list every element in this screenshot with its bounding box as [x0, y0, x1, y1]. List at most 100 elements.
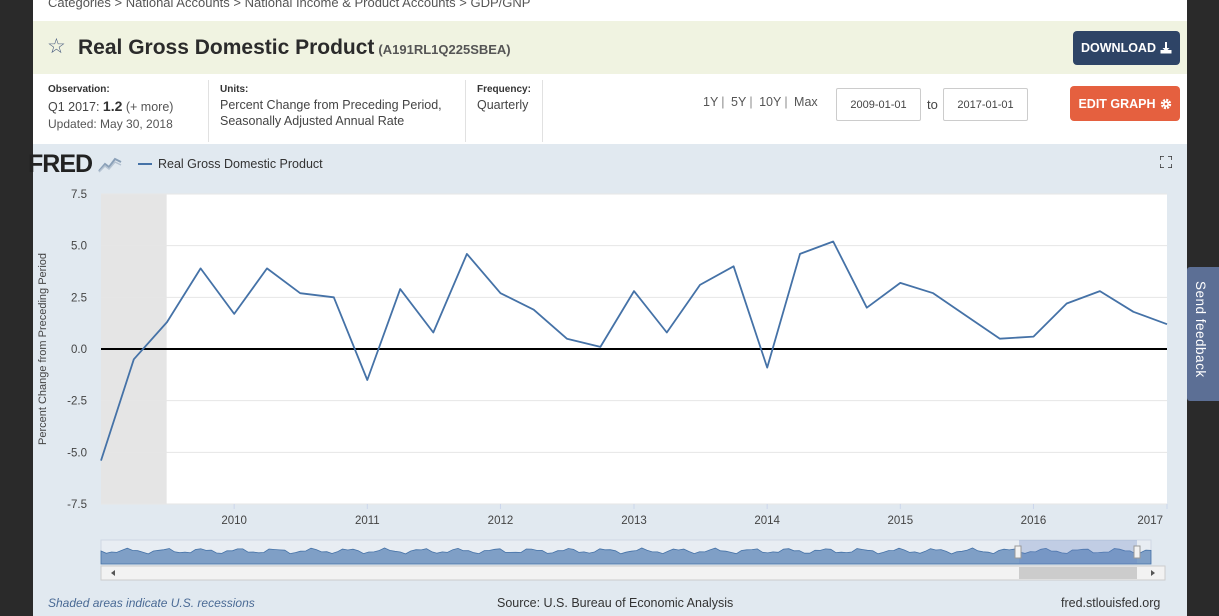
to-label: to [927, 97, 938, 112]
y-tick-label: 5.0 [71, 241, 87, 253]
gdp-line-chart: 7.5 5.0 2.5 0.0 -2.5 -5.0 -7.5 2010 2011 2012 2013… [37, 189, 1170, 581]
series-id: (A191RL1Q225SBEA) [378, 42, 511, 57]
data-point [1031, 334, 1036, 339]
edit-graph-button[interactable]: EDIT GRAPH [1070, 86, 1180, 121]
breadcrumb-item-categories[interactable]: Categories [48, 0, 111, 10]
data-point [1064, 301, 1069, 306]
legend-swatch [138, 163, 152, 165]
data-point [632, 289, 637, 294]
data-point [498, 291, 503, 296]
breadcrumb: Categories > National Accounts > Nationa… [48, 0, 530, 10]
more-observations-link[interactable]: (+ more) [125, 100, 174, 114]
navigator-handle-right [1133, 545, 1141, 559]
data-point [1131, 309, 1136, 314]
x-tick-label: 2013 [621, 515, 647, 527]
range-links: 1Y | 5Y | 10Y | Max [703, 95, 818, 109]
data-point [797, 251, 802, 256]
divider [465, 80, 466, 142]
y-tick-label: -5.0 [67, 447, 87, 459]
y-axis-label: Percent Change from Preceding Period [37, 253, 49, 445]
data-point [464, 251, 469, 256]
data-point [698, 282, 703, 287]
units-block: Units: Percent Change from Preceding Per… [220, 84, 442, 128]
data-point [964, 313, 969, 318]
frequency-block: Frequency: Quarterly [477, 84, 531, 112]
range-10y-link[interactable]: 10Y [759, 95, 782, 109]
y-tick-label: -2.5 [67, 396, 87, 408]
range-max-link[interactable]: Max [794, 95, 818, 109]
legend-label: Real Gross Domestic Product [158, 157, 323, 171]
page: Categories > National Accounts > Nationa… [28, 0, 1187, 616]
x-tick-label: 2014 [754, 515, 780, 527]
recession-note: Shaded areas indicate U.S. recessions [48, 596, 255, 610]
x-tick-label: 2016 [1021, 515, 1047, 527]
download-button[interactable]: DOWNLOAD [1073, 31, 1180, 65]
breadcrumb-item-national-accounts[interactable]: National Accounts [125, 0, 230, 10]
data-point [765, 365, 770, 370]
data-point [931, 291, 936, 296]
data-point [564, 336, 569, 341]
data-point [131, 357, 136, 362]
data-point [531, 307, 536, 312]
data-point [1165, 322, 1170, 327]
data-point [398, 287, 403, 292]
fred-url[interactable]: fred.stlouisfed.org [1061, 596, 1161, 610]
data-point [731, 264, 736, 269]
data-point [198, 266, 203, 271]
chart-area: FRED Real Gross Domestic Product 7.5 5.0 2… [28, 144, 1187, 616]
y-tick-label: 7.5 [71, 189, 87, 201]
source-text: Source: U.S. Bureau of Economic Analysis [497, 596, 734, 610]
series-line-real-gdp [100, 240, 1168, 461]
scrollbar-right-arrow [1151, 570, 1155, 576]
title-bar: ☆ Real Gross Domestic Product (A191RL1Q22… [33, 21, 1187, 74]
data-point [331, 295, 336, 300]
data-point [997, 336, 1002, 341]
data-point [264, 266, 269, 271]
end-date-input[interactable]: 2017-01-01 [943, 88, 1028, 121]
chart-legend[interactable]: Real Gross Domestic Product [138, 157, 323, 171]
data-point [365, 378, 370, 383]
x-tick-label: 2011 [355, 515, 380, 527]
scrollbar-left-arrow [111, 570, 115, 576]
x-tick-label: 2010 [221, 515, 247, 527]
y-tick-label: -7.5 [67, 499, 87, 511]
x-tick-label: 2017 [1137, 515, 1163, 527]
range-1y-link[interactable]: 1Y [703, 95, 719, 109]
range-5y-link[interactable]: 5Y [731, 95, 747, 109]
gear-icon [1160, 98, 1171, 109]
scrollbar-thumb [1019, 567, 1137, 579]
data-point [232, 311, 237, 316]
observation-value: 1.2 [102, 98, 123, 114]
divider [208, 80, 209, 142]
navigator-area [100, 547, 1152, 565]
data-point [1097, 289, 1102, 294]
navigator-selection [1019, 540, 1137, 564]
star-icon[interactable]: ☆ [47, 35, 66, 58]
breadcrumb-item-gdp-gnp[interactable]: GDP/GNP [470, 0, 531, 10]
x-tick-label: 2012 [488, 515, 514, 527]
navigator-handle-left [1014, 545, 1022, 559]
data-point [99, 458, 104, 463]
page-title: Real Gross Domestic Product (A191RL1Q225S… [78, 36, 511, 59]
fred-logo[interactable]: FRED [28, 150, 122, 179]
start-date-input[interactable]: 2009-01-01 [836, 88, 921, 121]
data-point [298, 291, 303, 296]
x-tick-label: 2015 [888, 515, 914, 527]
data-point [831, 239, 836, 244]
divider [542, 80, 543, 142]
data-point [598, 344, 603, 349]
y-tick-label: 2.5 [71, 292, 87, 304]
download-icon [1160, 42, 1172, 54]
y-tick-label: 0.0 [71, 344, 87, 356]
data-point [165, 320, 170, 325]
fred-logo-icon [98, 157, 122, 173]
data-point [431, 330, 436, 335]
data-point [864, 305, 869, 310]
breadcrumb-item-nipa[interactable]: National Income & Product Accounts [244, 0, 456, 10]
updated-date: Updated: May 30, 2018 [48, 117, 173, 131]
observation-block: Observation: Q1 2017: 1.2 (+ more) Updat… [48, 84, 174, 131]
send-feedback-button[interactable]: Send feedback [1187, 267, 1219, 401]
data-point [664, 330, 669, 335]
data-point [898, 280, 903, 285]
scrollbar-track [100, 565, 1166, 581]
